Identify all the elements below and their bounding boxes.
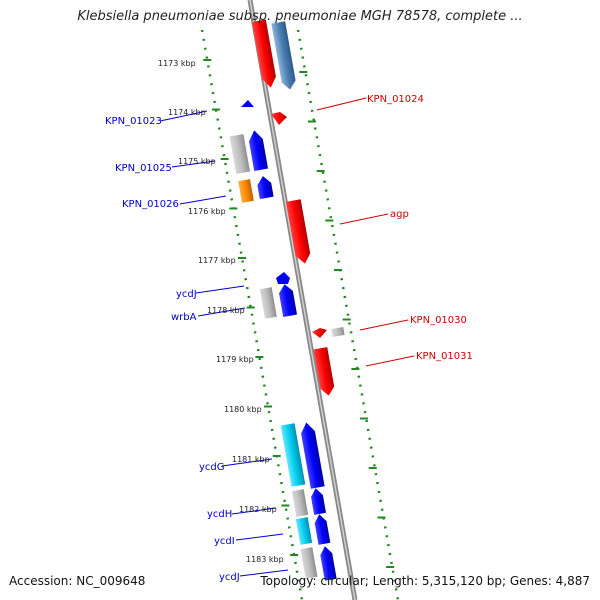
gene-label-ycdJ[interactable]: ycdJ: [176, 289, 197, 300]
accession-text: Accession: NC_009648: [9, 574, 146, 588]
gene-features[interactable]: [229, 19, 345, 581]
kbp-label: 1177 kbp: [198, 256, 236, 265]
gene-gray-ycdH[interactable]: [291, 489, 309, 517]
gene-red-top[interactable]: [252, 19, 278, 88]
gene-steel-top[interactable]: [271, 21, 297, 90]
kbp-label: 1176 kbp: [188, 207, 226, 216]
gene-label-wrbA[interactable]: wrbA: [171, 312, 197, 323]
gene-KPN_01031[interactable]: [313, 347, 335, 397]
gene-red-small-2[interactable]: [312, 328, 327, 338]
gene-cyan-ycdG[interactable]: [280, 423, 306, 487]
kbp-label: 1180 kbp: [224, 405, 262, 414]
label-connectors: [159, 97, 415, 577]
gene-label-KPN_01023[interactable]: KPN_01023: [105, 116, 162, 127]
gene-label-KPN_01026[interactable]: KPN_01026: [122, 199, 179, 210]
gene-label-KPN_01030[interactable]: KPN_01030: [410, 315, 467, 326]
gene-gray-ycdJ[interactable]: [300, 547, 318, 579]
ring-tick-marks: [203, 59, 395, 568]
gene-agp[interactable]: [285, 199, 312, 265]
gene-label-ycdG[interactable]: ycdG: [199, 462, 225, 473]
topology-text: Topology: circular; Length: 5,315,120 bp…: [260, 574, 590, 588]
gene-label-agp[interactable]: agp: [390, 209, 409, 220]
kbp-scale-labels: 1173 kbp 1174 kbp 1175 kbp 1176 kbp 1177…: [158, 59, 284, 564]
gene-gray-wrbA[interactable]: [259, 287, 277, 319]
kbp-label: 1174 kbp: [168, 108, 206, 117]
gene-blue-1176[interactable]: [256, 175, 274, 200]
gene-gray-small[interactable]: [331, 327, 345, 337]
gene-red-small-1[interactable]: [271, 112, 287, 125]
kbp-label: 1178 kbp: [207, 306, 245, 315]
gene-blue-wrbA[interactable]: [278, 283, 298, 317]
sequence-title: Klebsiella pneumoniae subsp. pneumoniae …: [77, 9, 523, 24]
gene-blue-ycdG[interactable]: [299, 421, 325, 489]
gene-blue-ycdI[interactable]: [313, 513, 331, 545]
gene-label-KPN_01025[interactable]: KPN_01025: [115, 163, 172, 174]
gene-orange-1176[interactable]: [238, 179, 254, 203]
gene-cyan-ycdI[interactable]: [295, 517, 313, 545]
kbp-label: 1175 kbp: [178, 157, 216, 166]
gene-labels-right[interactable]: KPN_01024 agp KPN_01030 KPN_01031: [367, 94, 473, 362]
gene-label-ycdJ-2[interactable]: ycdJ: [219, 572, 240, 583]
kbp-label: 1183 kbp: [246, 555, 284, 564]
gene-label-KPN_01024[interactable]: KPN_01024: [367, 94, 424, 105]
gene-gray-1175[interactable]: [229, 134, 251, 174]
gene-blue-ycdH[interactable]: [310, 487, 326, 515]
gene-blue-ycdJ[interactable]: [319, 545, 337, 581]
gene-label-ycdH[interactable]: ycdH: [207, 509, 232, 520]
kbp-label: 1179 kbp: [216, 355, 254, 364]
gene-blue-small-1[interactable]: [241, 100, 254, 107]
gene-labels-left[interactable]: KPN_01023 KPN_01025 KPN_01026 ycdJ wrbA …: [105, 116, 240, 583]
right-dotted-ring: [296, 29, 400, 600]
left-dotted-ring: [200, 29, 304, 600]
gene-blue-1175[interactable]: [247, 129, 269, 171]
kbp-label: 1182 kbp: [239, 505, 277, 514]
gene-blue-small-2[interactable]: [276, 272, 290, 284]
gene-label-KPN_01031[interactable]: KPN_01031: [416, 351, 473, 362]
kbp-label: 1181 kbp: [232, 455, 270, 464]
kbp-label: 1173 kbp: [158, 59, 196, 68]
gene-label-ycdI[interactable]: ycdI: [214, 536, 235, 547]
